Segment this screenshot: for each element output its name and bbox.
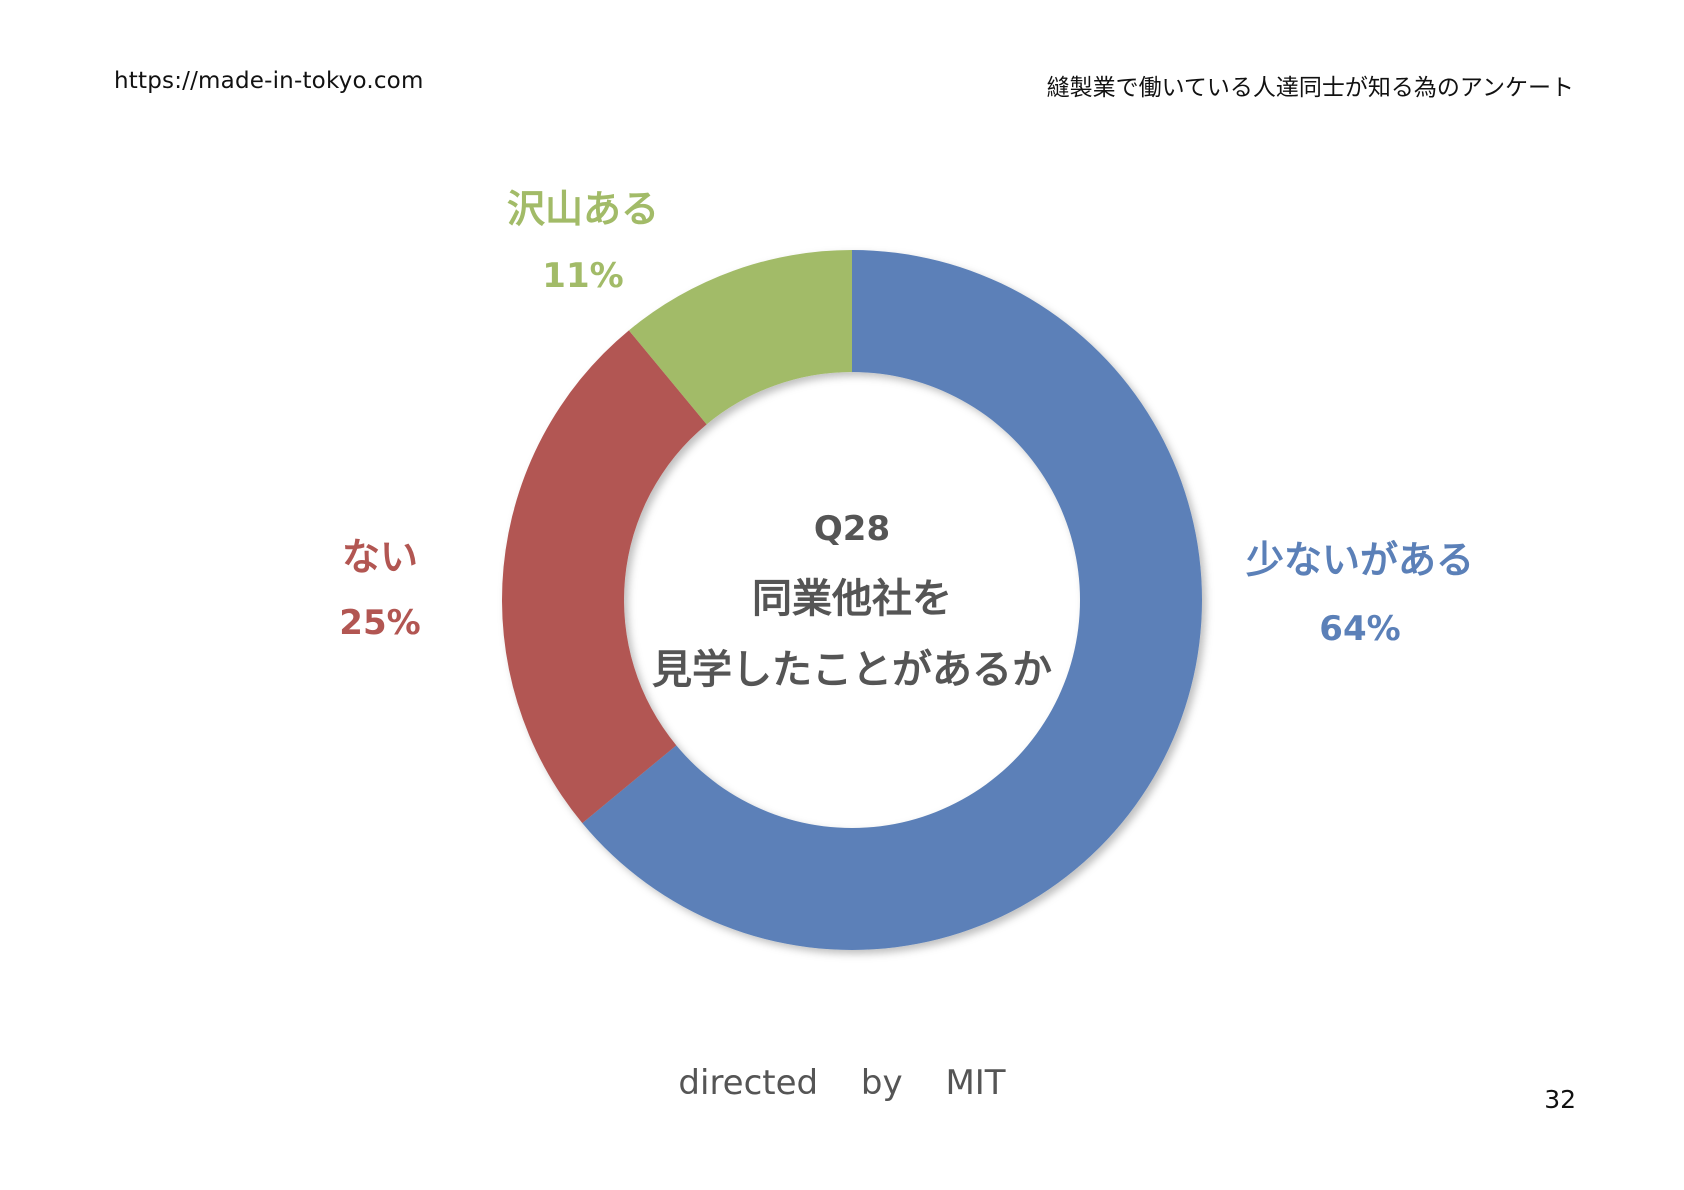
center-title-line-1: Q28: [814, 509, 890, 549]
survey-title: 縫製業で働いている人達同士が知る為のアンケート: [1046, 75, 1574, 101]
slice-percent-1: 64%: [1319, 609, 1400, 649]
slice-1: [582, 250, 1203, 950]
slice-2: [502, 330, 707, 824]
page-number: 32: [1544, 1085, 1576, 1114]
center-title-line-3: 見学したことがあるか: [652, 647, 1052, 693]
slice-percent-3: 11%: [542, 256, 623, 296]
credit-line: directed by MIT: [678, 1063, 1006, 1103]
site-url[interactable]: https://made-in-tokyo.com: [114, 68, 424, 94]
slice-label-3: 沢山ある: [507, 187, 659, 231]
slice-percent-2: 25%: [339, 603, 420, 643]
center-title-line-2: 同業他社を: [752, 576, 952, 622]
slice-label-1: 少ないがある: [1246, 538, 1474, 582]
slice-label-2: ない: [342, 535, 418, 579]
slice-3: [628, 250, 852, 425]
